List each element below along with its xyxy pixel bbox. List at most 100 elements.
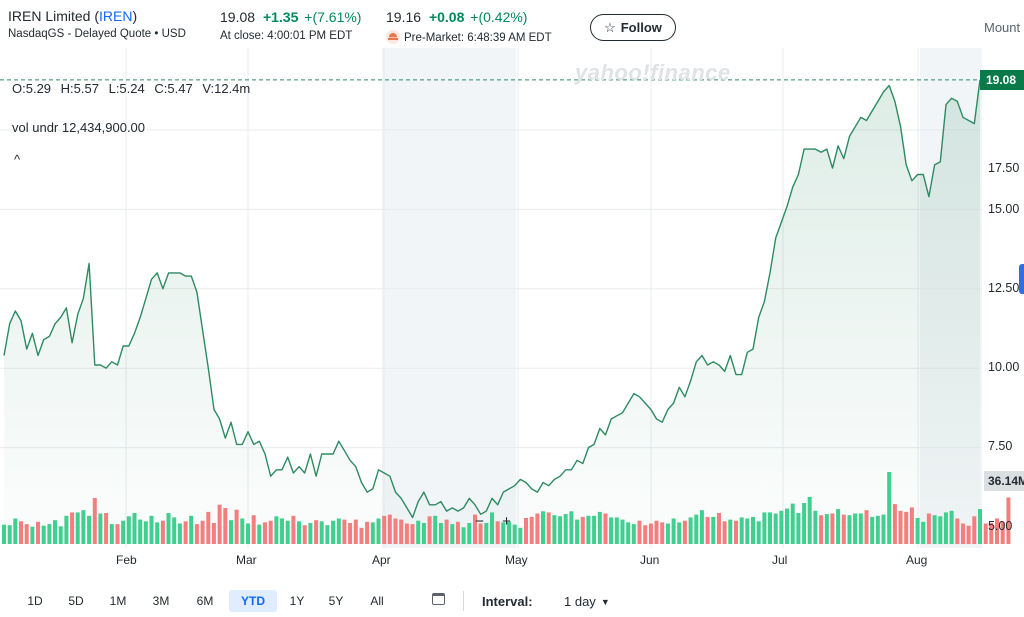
x-tick-label: May — [505, 553, 528, 567]
range-5d-button[interactable]: 5D — [68, 594, 84, 608]
volume-bar — [234, 509, 239, 544]
range-5y-button[interactable]: 5Y — [328, 594, 344, 608]
range-all-button[interactable]: All — [370, 594, 384, 608]
volume-bar — [541, 511, 545, 544]
premarket-time: Pre-Market: 6:48:39 AM EDT — [404, 32, 552, 44]
calendar-icon[interactable] — [432, 593, 445, 605]
volume-bar — [819, 515, 824, 544]
volume-bar — [376, 518, 381, 544]
volume-bar — [75, 512, 80, 544]
volume-bar — [58, 526, 63, 544]
volume-bar — [70, 512, 75, 544]
close-price-block: 19.08 +1.35 +(7.61%) — [220, 9, 361, 25]
volume-bar — [563, 514, 568, 544]
last-price-tag: 19.08 — [980, 70, 1024, 90]
high-value: H:5.57 — [60, 81, 99, 96]
volume-bar — [450, 524, 455, 544]
volume-bar — [308, 523, 313, 544]
close-change-percent: +(7.61%) — [304, 9, 362, 25]
follow-button[interactable]: ☆ Follow — [590, 14, 676, 41]
range-1d-button[interactable]: 1D — [27, 594, 43, 608]
volume-bar — [155, 522, 160, 544]
interval-select[interactable]: 1 day ▼ — [564, 594, 610, 609]
volume-bar — [796, 513, 801, 544]
volume-bar — [47, 524, 52, 544]
chevron-up-icon[interactable]: ^ — [14, 152, 21, 167]
volume-bar — [53, 520, 57, 544]
volume-bar — [699, 510, 704, 544]
volume-bar — [109, 524, 114, 544]
volume-bar — [240, 518, 245, 544]
ticker-link[interactable]: IREN — [99, 8, 133, 24]
volume-bar — [892, 504, 897, 544]
range-6m-button[interactable]: 6M — [196, 594, 214, 608]
volume-bar — [30, 526, 35, 544]
y-tick-label: 15.00 — [988, 202, 1020, 216]
volume-bar — [183, 521, 188, 544]
zoom-out-button[interactable]: − — [475, 512, 484, 530]
volume-bar — [36, 521, 40, 544]
volume-bar — [875, 515, 880, 544]
range-1y-button[interactable]: 1Y — [289, 594, 305, 608]
volume-bar — [206, 511, 211, 544]
volume-bar — [915, 518, 920, 544]
y-tick-label: 7.50 — [988, 439, 1013, 453]
volume-bar — [285, 520, 290, 544]
partial-header-text: Mount — [984, 20, 1021, 35]
volume-bar — [115, 524, 120, 544]
volume-bar — [92, 498, 97, 544]
premarket-price-block: 19.16 +0.08 +(0.42%) — [386, 9, 527, 25]
volume-bar — [790, 503, 795, 544]
volume-bar — [524, 518, 528, 544]
volume-bar — [404, 523, 409, 544]
close-time: At close: 4:00:01 PM EDT — [220, 30, 353, 42]
volume-bar — [507, 521, 511, 544]
volume-bar — [64, 515, 69, 544]
volume-bar — [904, 511, 909, 544]
volume-bar — [319, 521, 324, 544]
ohlc-legend: O:5.29 H:5.57 L:5.24 C:5.47 V:12.4m — [12, 81, 256, 96]
volume-bar — [785, 508, 789, 544]
range-ytd-button[interactable]: YTD — [229, 590, 277, 612]
volume-bar — [705, 516, 710, 544]
range-1m-button[interactable]: 1M — [109, 594, 127, 608]
volume-bar — [688, 517, 693, 544]
volume-bar — [824, 514, 829, 544]
volume-bar — [19, 521, 23, 544]
volume-bar — [779, 510, 784, 544]
volume-bar — [7, 525, 12, 544]
volume-bar — [104, 513, 109, 544]
volume-bar — [768, 512, 772, 544]
volume-bar — [467, 523, 472, 544]
volume-bar — [13, 518, 18, 544]
price-chart[interactable]: yahoo!finance O:5.29 H:5.57 L:5.24 C:5.4… — [0, 48, 1024, 582]
range-3m-button[interactable]: 3M — [152, 594, 170, 608]
volume-bar — [648, 523, 653, 544]
volume-bar — [773, 513, 778, 544]
chart-canvas[interactable] — [0, 48, 1024, 582]
volume-bar — [870, 516, 875, 544]
volume-bar — [926, 513, 931, 544]
premarket-change-percent: +(0.42%) — [470, 9, 528, 25]
volume-bar — [342, 519, 347, 544]
volume-value: V:12.4m — [202, 81, 251, 96]
volume-bar — [336, 518, 341, 544]
volume-bar — [887, 472, 892, 544]
volume-bar — [762, 512, 767, 544]
volume-bar — [490, 512, 494, 544]
volume-bar — [41, 525, 46, 544]
side-panel-tab[interactable] — [1019, 264, 1024, 294]
x-tick-label: Jun — [640, 553, 660, 567]
volume-bar — [149, 515, 154, 544]
volume-bar — [847, 515, 852, 544]
volume-bar — [263, 522, 267, 544]
star-icon: ☆ — [604, 19, 616, 35]
volume-bar — [268, 520, 273, 544]
volume-bar — [569, 511, 574, 544]
zoom-in-button[interactable]: + — [502, 512, 511, 530]
volume-bar — [297, 521, 301, 544]
volume-bar — [586, 515, 591, 544]
volume-bar — [983, 523, 988, 544]
volume-bar — [433, 515, 438, 544]
volume-bar — [802, 503, 807, 544]
